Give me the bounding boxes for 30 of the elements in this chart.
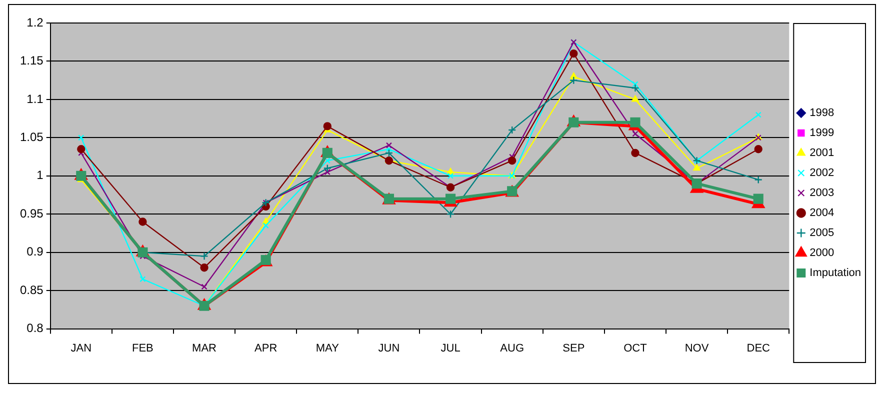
legend-label: Imputation xyxy=(810,267,862,280)
x-tick-label: JUN xyxy=(378,342,400,354)
legend-label: 2004 xyxy=(810,207,834,220)
legend-label: 2005 xyxy=(810,227,834,240)
x-tick-label: DEC xyxy=(746,342,770,354)
x-tick-label: OCT xyxy=(624,342,648,354)
x-tick-label: NOV xyxy=(684,342,710,354)
y-tick-label: 0.8 xyxy=(26,321,44,336)
y-tick-label: 0.9 xyxy=(26,244,44,259)
legend-label: 2003 xyxy=(810,187,834,200)
y-tick-label: 1.2 xyxy=(26,15,44,30)
x-tick-label: JAN xyxy=(70,342,92,354)
legend-label: 1999 xyxy=(810,127,834,140)
y-tick-label: 1.05 xyxy=(20,130,44,144)
y-tick-label: 0.95 xyxy=(20,206,44,220)
y-tick-label: 1.1 xyxy=(26,92,44,106)
legend-label: 2002 xyxy=(810,167,834,180)
x-tick-label: MAY xyxy=(316,342,340,354)
x-tick-label: MAR xyxy=(192,342,217,354)
x-tick-label: FEB xyxy=(132,342,154,354)
y-tick-label: 0.85 xyxy=(20,282,44,297)
legend-label: 1998 xyxy=(810,107,834,120)
legend-label: 2000 xyxy=(810,247,834,260)
x-tick-label: JUL xyxy=(440,342,460,354)
x-tick-label: APR xyxy=(254,342,278,354)
y-tick-label: 1 xyxy=(36,168,44,182)
x-tick-label: AUG xyxy=(500,342,524,354)
y-tick-label: 1.15 xyxy=(20,54,44,68)
legend-label: 2001 xyxy=(810,147,834,160)
x-tick-label: SEP xyxy=(562,342,585,354)
